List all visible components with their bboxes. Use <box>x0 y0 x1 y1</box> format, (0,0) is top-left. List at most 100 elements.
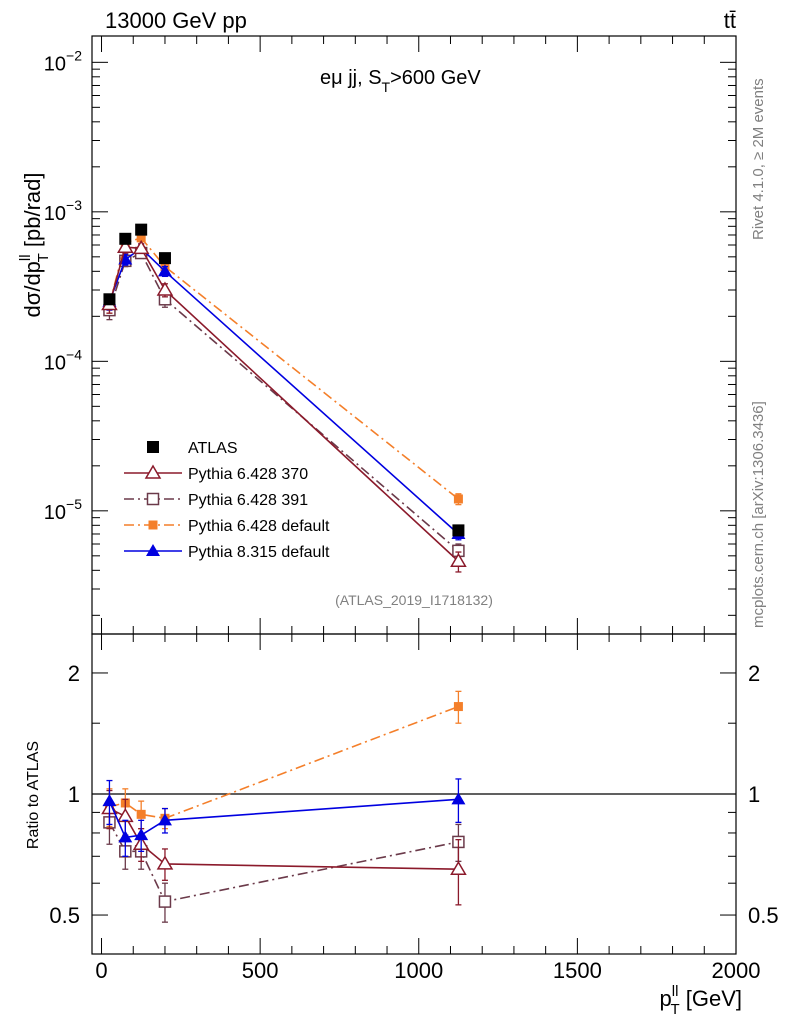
legend-item-p391: Pythia 6.428 391 <box>124 492 308 509</box>
data-point <box>103 293 116 306</box>
data-point <box>119 232 132 245</box>
marker <box>453 702 463 712</box>
data-point <box>157 813 172 826</box>
ratio-series-p8 <box>102 778 466 857</box>
ratio-ytick-label-right: 1 <box>748 782 760 807</box>
data-point <box>158 895 172 908</box>
legend-label: ATLAS <box>188 440 238 457</box>
legend-item-pdef: Pythia 6.428 default <box>124 518 330 535</box>
legend-item-p370: Pythia 6.428 370 <box>124 464 308 483</box>
ratio-ytick-label-right: 0.5 <box>748 903 779 928</box>
marker <box>134 828 149 841</box>
legend-item-ATLAS: ATLAS <box>147 440 238 457</box>
legend-label: Pythia 8.315 default <box>188 544 330 561</box>
data-point <box>136 233 146 243</box>
svg-text:dσ/dpllT [pb/rad]: dσ/dpllT [pb/rad] <box>17 173 52 318</box>
legend-item-p8: Pythia 8.315 default <box>124 544 330 561</box>
marker <box>144 464 162 479</box>
data-point <box>156 855 174 870</box>
marker <box>117 807 134 823</box>
data-point <box>136 809 146 819</box>
ratio-series-p370 <box>101 789 467 906</box>
data-point <box>134 828 149 841</box>
data-point <box>452 524 465 537</box>
marker <box>148 520 158 530</box>
x-axis-label: pll T [GeV] <box>660 983 742 1018</box>
marker <box>450 552 467 567</box>
legend-marker <box>144 464 162 479</box>
ratio-series-p391 <box>103 802 465 923</box>
x-tick-label: 500 <box>242 958 279 983</box>
marker <box>450 860 467 875</box>
main-ytick-label: 10−5 <box>44 496 82 524</box>
header-right: tt̄ <box>724 8 736 33</box>
ratio-ytick-label-left: 0.5 <box>49 903 80 928</box>
marker <box>136 809 146 819</box>
marker <box>146 492 160 506</box>
data-point <box>451 792 466 805</box>
ratio-ytick-label-right: 2 <box>748 661 760 686</box>
data-point <box>117 238 134 253</box>
x-tick-label: 0 <box>95 958 107 983</box>
main-ytick-label: 10−3 <box>44 197 82 225</box>
ratio-ylabel: Ratio to ATLAS <box>25 741 42 849</box>
data-point <box>117 807 134 823</box>
x-tick-label: 1500 <box>553 958 602 983</box>
marker <box>452 524 465 537</box>
data-point <box>450 552 467 567</box>
main-series-ATLAS <box>103 223 465 537</box>
data-point <box>102 794 117 807</box>
data-point <box>453 494 463 504</box>
marker <box>157 813 172 826</box>
analysis-id: (ATLAS_2019_I1718132) <box>335 592 493 608</box>
data-point <box>450 860 467 875</box>
selection-label: eμ jj, ST>600 GeV <box>320 67 481 95</box>
header-left: 13000 GeV pp <box>105 8 247 33</box>
marker <box>158 252 171 265</box>
legend-label: Pythia 6.428 370 <box>188 466 308 483</box>
main-series-pdef <box>104 233 463 506</box>
marker <box>453 494 463 504</box>
main-series-p370 <box>101 238 467 573</box>
data-point <box>158 252 171 265</box>
main-ytick-label: 10−4 <box>44 346 82 374</box>
marker <box>117 238 134 253</box>
main-ylabel: dσ/dpllT [pb/rad] <box>17 173 52 318</box>
rivet-label: Rivet 4.1.0, ≥ 2M events <box>750 78 767 240</box>
marker <box>156 281 174 296</box>
ratio-series-pdef <box>104 690 463 830</box>
series-line <box>109 705 459 820</box>
marker <box>132 239 150 255</box>
marker <box>147 441 159 453</box>
marker <box>158 895 172 908</box>
x-tick-label: 2000 <box>712 958 761 983</box>
legend-marker <box>146 544 160 556</box>
marker <box>118 830 133 843</box>
marker <box>119 232 132 245</box>
data-point <box>156 281 174 296</box>
marker <box>157 264 172 277</box>
data-point <box>135 223 148 236</box>
legend-marker <box>146 492 160 506</box>
legend-label: Pythia 6.428 default <box>188 518 330 535</box>
marker <box>102 794 117 807</box>
data-point <box>132 239 150 255</box>
marker <box>103 293 116 306</box>
x-tick-label: 1000 <box>394 958 443 983</box>
legend-marker <box>148 520 158 530</box>
main-ytick-label: 10−2 <box>44 47 82 75</box>
legend-marker <box>147 441 159 453</box>
marker <box>146 544 160 556</box>
marker <box>156 855 174 870</box>
legend: ATLAS Pythia 6.428 370 Pythia 6.428 391 Pyt… <box>124 440 330 561</box>
mcplots-label: mcplots.cern.ch [arXiv:1306.3436] <box>750 401 767 628</box>
data-point <box>453 702 463 712</box>
marker <box>451 792 466 805</box>
data-point <box>157 264 172 277</box>
data-point <box>118 830 133 843</box>
marker <box>136 233 146 243</box>
ratio-ytick-label-left: 1 <box>68 782 80 807</box>
marker <box>135 223 148 236</box>
legend-label: Pythia 6.428 391 <box>188 492 308 509</box>
